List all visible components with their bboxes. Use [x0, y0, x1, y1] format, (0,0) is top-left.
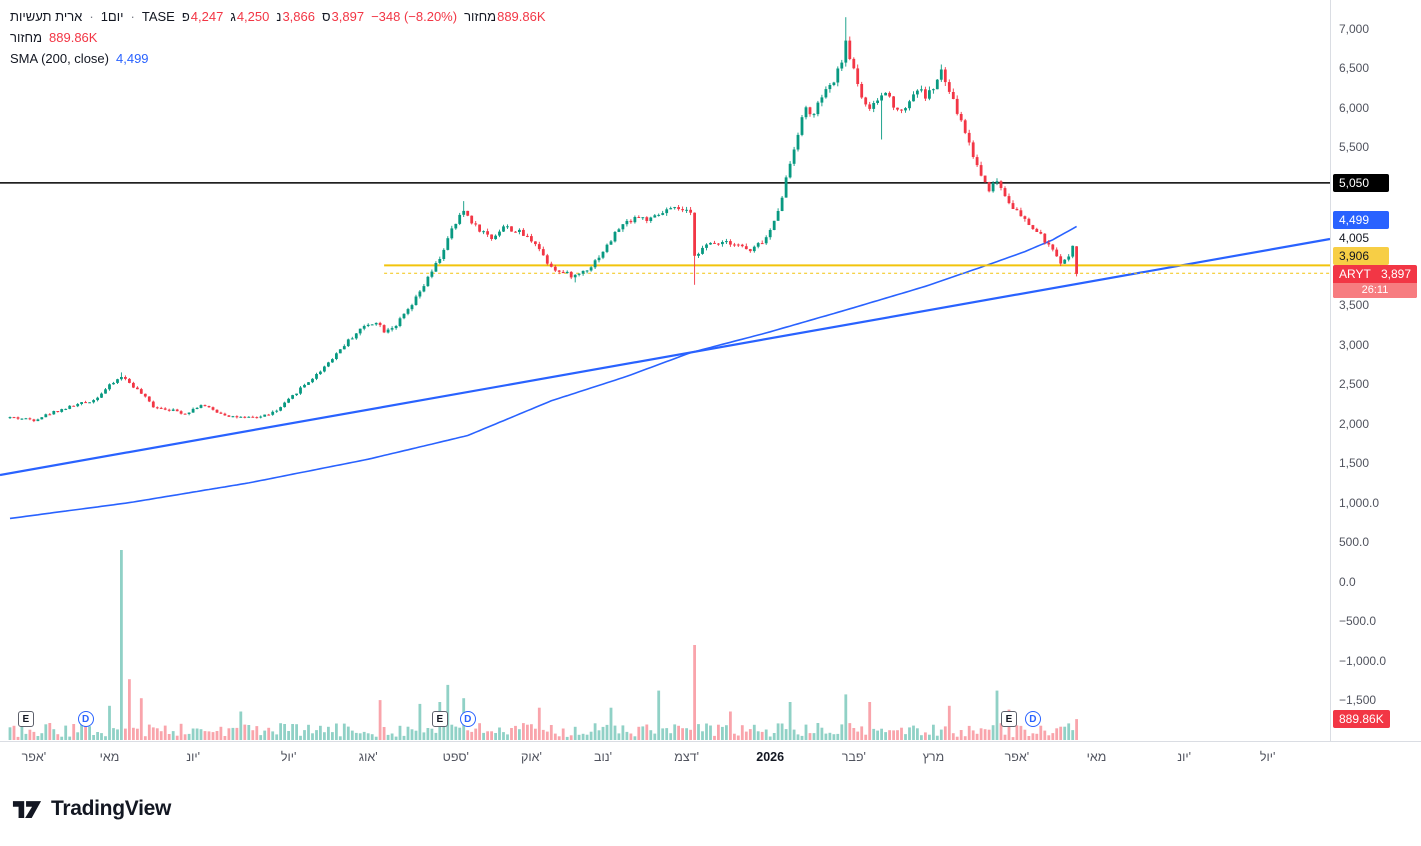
price-axis[interactable]: 7,000 6,500 6,000 5,500 3,500 3,000 2,500 2,000… [1330, 0, 1421, 741]
y-axis-tick: 6,000 [1339, 100, 1370, 115]
y-axis-tick: 500.0 [1339, 535, 1370, 550]
earnings-marker[interactable]: E [431, 711, 448, 727]
ohlc-close: ס 3,897 [322, 9, 364, 24]
x-axis-tick: פבר' [841, 750, 866, 764]
lower-yellow-line-price-label: 3,906 [1333, 246, 1389, 265]
black-line-price-label: 5,050 [1333, 173, 1389, 192]
earnings-marker[interactable]: E [1001, 711, 1017, 727]
dividend-marker[interactable]: D [1024, 711, 1041, 727]
exchange-label: TASE [141, 9, 175, 24]
x-axis-tick: ספט' [442, 750, 469, 764]
volume-axis-label: 889.86K [1333, 710, 1390, 729]
ohlc-low: נ 3,866 [276, 9, 315, 24]
last-price-label: ARYT 3,897 26:11 [1333, 264, 1417, 298]
x-axis-tick: יונ' [1177, 750, 1191, 764]
y-axis-tick: 1,000.0 [1339, 495, 1380, 510]
legend-separator: · [130, 9, 135, 24]
ohlc-high: ג 4,250 [230, 9, 269, 24]
y-axis-tick: 0.0 [1339, 574, 1356, 589]
volume-indicator-value: 889.86K [49, 30, 98, 45]
x-axis-tick: אוק' [520, 750, 542, 764]
y-axis-tick: 3,500 [1339, 298, 1370, 313]
footer: TradingView [12, 792, 171, 826]
open-prefix: פ [181, 9, 190, 24]
volume-prefix: מחזור [464, 9, 497, 24]
volume-layer [8, 550, 1078, 740]
x-axis-tick: יול' [280, 750, 297, 764]
trendline[interactable] [0, 237, 1331, 477]
last-price-symbol: ARYT [1339, 266, 1371, 281]
tradingview-logo-icon [12, 800, 42, 818]
volume-legend-row: מחזור 889.86K [10, 27, 546, 48]
tradingview-logo[interactable]: TradingView [12, 796, 171, 823]
legend-separator: · [89, 9, 94, 24]
y-axis-tick: 7,000 [1339, 22, 1370, 36]
open-value: 4,247 [190, 9, 224, 24]
upper-yellow-line-price-label: 4,005 [1339, 230, 1370, 245]
y-axis-tick: 2,000 [1339, 416, 1370, 431]
x-axis-tick: דצמ' [674, 750, 699, 764]
dividend-marker[interactable]: D [77, 711, 94, 727]
y-axis-tick: 3,000 [1339, 337, 1370, 352]
symbol-title[interactable]: ארית תעשיות [10, 9, 83, 24]
ohlc-open: פ 4,247 [182, 9, 223, 24]
close-value: 3,897 [331, 9, 365, 24]
y-axis-tick: 6,500 [1339, 61, 1370, 76]
y-axis-tick: 2,500 [1339, 377, 1370, 392]
bar-countdown: 26:11 [1333, 282, 1417, 298]
close-prefix: ס [321, 9, 331, 24]
volume-value: 889.86K [497, 9, 546, 24]
sma-indicator-label[interactable]: SMA (200, close) [10, 51, 109, 66]
overlay-lines-layer [0, 182, 1331, 520]
low-prefix: נ [276, 9, 282, 24]
y-axis-tick: −1,000.0 [1339, 653, 1387, 668]
y-axis-tick: 5,500 [1339, 140, 1370, 155]
sma-price-label: 4,499 [1333, 210, 1389, 229]
interval-label[interactable]: 1יום [100, 9, 124, 24]
sma-indicator-value: 4,499 [116, 51, 149, 66]
x-axis-tick: אוג' [358, 750, 378, 764]
sma-200-line[interactable] [9, 225, 1078, 520]
tradingview-logo-text: TradingView [51, 797, 172, 820]
y-axis-tick: 1,500 [1339, 456, 1370, 471]
change-value: −348 (−8.20%) [371, 9, 458, 24]
time-axis[interactable]: אפר' מאי יונ' יול' אוג' ספט' אוק' נוב' דצמ' 2026 פ… [0, 741, 1421, 771]
chart-legend: ארית תעשיות · 1יום · TASE פ 4,247 ג 4,25… [10, 6, 546, 69]
x-axis-tick: מאי [99, 750, 120, 764]
symbol-legend-row: ארית תעשיות · 1יום · TASE פ 4,247 ג 4,25… [10, 6, 546, 27]
y-axis-tick: −500.0 [1339, 614, 1377, 629]
x-axis-tick: מאי [1086, 750, 1107, 764]
x-axis-tick: יונ' [186, 750, 200, 764]
low-value: 3,866 [282, 9, 315, 24]
x-axis-tick: נוב' [594, 750, 612, 764]
x-axis-tick: אפר' [21, 750, 47, 764]
last-price-value: 3,897 [1380, 266, 1411, 281]
high-prefix: ג [230, 9, 236, 24]
volume-indicator-label[interactable]: מחזור [10, 30, 43, 45]
x-axis-tick: 2026 [756, 750, 785, 764]
x-axis-tick: אפר' [1004, 750, 1030, 764]
earnings-marker[interactable]: E [17, 711, 34, 727]
y-axis-tick: −1,500 [1339, 693, 1377, 707]
legend-volume: מחזור 889.86K [464, 9, 545, 24]
dividend-marker[interactable]: D [459, 711, 476, 727]
x-axis-tick: יול' [1259, 750, 1276, 764]
x-axis-tick: מרץ [922, 750, 945, 764]
candles-layer [8, 17, 1078, 423]
high-value: 4,250 [236, 9, 270, 24]
sma-legend-row: SMA (200, close) 4,499 [10, 48, 546, 69]
